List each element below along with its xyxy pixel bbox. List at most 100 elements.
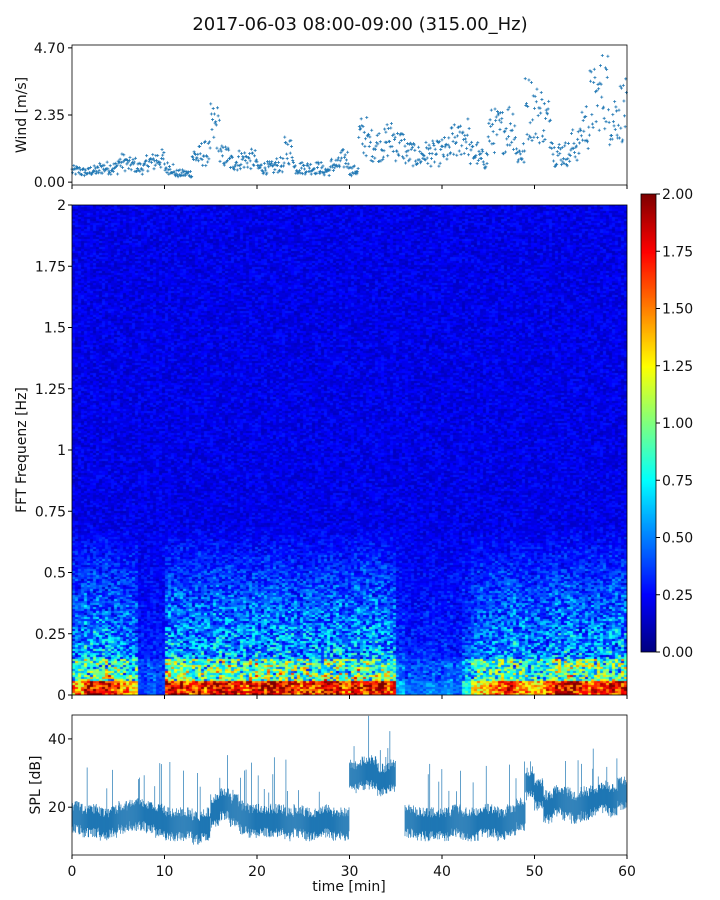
wind-point [146,165,150,169]
wind-point [126,160,130,164]
wind-point [395,149,399,153]
wind-point [532,135,536,139]
wind-point [121,166,125,170]
wind-point [210,127,214,131]
spectrogram-axes: 0 0.25 0.5 0.75 1 1.25 1.5 1.75 2 FFT Frequenz [H… [14,187,693,704]
wind-point [465,146,469,150]
wind-point [147,160,151,164]
wind-point [494,115,498,119]
wind-point [337,163,341,167]
wind-point [447,145,451,149]
wind-point [613,127,617,131]
wind-point [581,138,585,142]
wind-point [307,166,311,170]
wind-point [232,168,236,172]
wind-point [543,137,547,141]
wind-point [255,160,259,164]
wind-panel: 0.00 2.35 4.70 Wind [m/s] [14,41,628,191]
wind-point [364,137,368,141]
wind-point [301,172,305,176]
wind-point [531,94,535,98]
wind-point [220,154,224,158]
wind-point [534,132,538,136]
wind-point [362,151,366,155]
wind-point [412,143,416,147]
wind-point [98,161,102,165]
wind-point [552,146,556,150]
wind-point [415,161,419,165]
wind-point [93,166,97,170]
wind-point [424,140,428,144]
wind-point [496,113,500,117]
wind-point [434,152,438,156]
wind-point [618,84,622,88]
wind-point [445,157,449,161]
wind-point [577,151,581,155]
wind-point [253,154,257,158]
wind-point [115,163,119,167]
wind-point [123,169,127,173]
wind-point [446,153,450,157]
wind-point [89,165,92,169]
wind-point [237,149,241,153]
wind-point [512,137,516,141]
wind-point [375,133,379,137]
wind-point [216,106,220,110]
wind-point [300,161,304,165]
wind-point [315,171,319,175]
wind-point [512,147,516,151]
wind-point [107,169,111,173]
wind-point [344,158,348,162]
spectrogram-ytick-label: 0.75 [35,504,66,520]
spl-xtick-label: 0 [68,864,77,880]
wind-point [258,166,262,170]
wind-point [396,131,400,135]
wind-point [322,173,326,177]
spectrogram-ytick-label: 0.25 [35,627,66,643]
wind-point [510,128,514,132]
wind-point [180,168,184,172]
wind-point [590,122,594,126]
spectrogram-ylabel: FFT Frequenz [Hz] [14,387,30,513]
wind-point [491,122,495,126]
spectrogram-ytick-label: 0 [57,688,66,704]
wind-point [510,140,514,144]
wind-point [386,127,390,131]
wind-point [500,111,504,115]
wind-point [459,152,463,156]
wind-point [343,153,347,157]
wind-point [190,174,194,178]
wind-point [203,139,207,143]
wind-point [527,78,531,82]
wind-point [132,162,136,166]
wind-point [455,153,459,157]
wind-point [153,163,157,167]
wind-point [555,150,559,154]
wind-point [224,148,228,152]
wind-point [495,133,499,137]
wind-point [286,142,290,146]
wind-point [579,134,583,138]
wind-point [438,140,442,144]
wind-point [432,143,436,147]
wind-point [201,163,205,167]
wind-point [318,171,322,175]
wind-point [504,150,508,154]
colorbar-tick-label: 0.00 [662,645,693,661]
wind-point [285,152,289,156]
wind-point [479,156,483,160]
wind-point [616,123,620,127]
wind-point [196,152,200,156]
wind-point [187,170,191,174]
wind-point [172,170,176,174]
wind-point [342,165,346,169]
wind-point [369,158,373,162]
wind-point [275,157,279,161]
wind-point [599,82,603,86]
wind-point [520,157,524,161]
wind-point [611,113,615,117]
wind-point [574,144,578,148]
colorbar-tick-label: 0.75 [662,473,693,489]
wind-point [293,164,297,168]
wind-point [198,152,202,156]
